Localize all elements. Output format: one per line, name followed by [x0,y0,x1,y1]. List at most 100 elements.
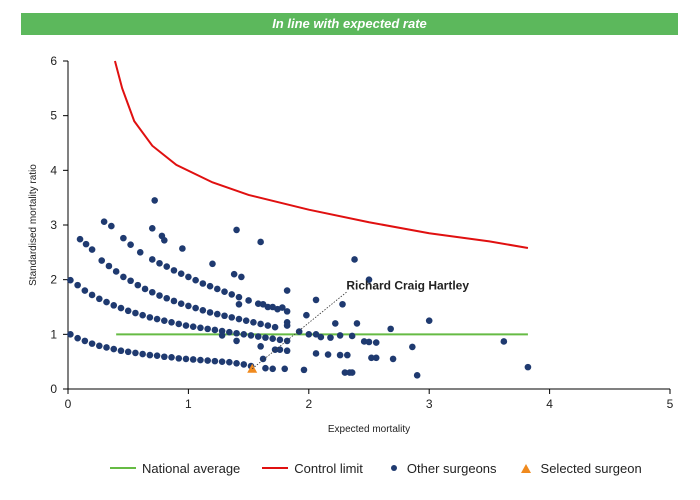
other-surgeon-point [365,276,373,283]
other-surgeon-point [168,319,175,326]
other-surgeon-point [226,328,233,336]
other-surgeon-point [127,241,134,248]
other-surgeon-point [257,320,264,328]
other-surgeon-point [228,291,236,298]
other-surgeon-point [389,355,397,363]
other-surgeon-point [124,307,132,315]
other-surgeon-point [235,293,243,301]
other-surgeon-point [132,309,139,317]
other-surgeon-point [324,351,332,358]
other-surgeon-point [192,304,199,312]
other-surgeon-point [139,350,146,358]
y-tick-label: 1 [50,327,57,341]
x-tick-label: 3 [426,397,433,411]
y-tick-label: 0 [50,382,57,396]
legend-control-limit-swatch [262,467,289,469]
other-surgeon-point [88,291,96,299]
other-surgeon-point [74,281,81,289]
other-surgeon-point [283,337,291,345]
other-surgeon-point [96,342,103,350]
other-surgeon-point [351,256,358,263]
other-surgeon-point [189,323,197,330]
other-surgeon-point [500,338,508,345]
other-surgeon-point [146,351,154,359]
other-surgeon-point [206,282,214,290]
other-surgeon-point [105,262,113,270]
other-surgeon-point [250,319,257,326]
other-surgeon-point [303,311,310,319]
other-surgeon-point [245,297,252,304]
other-surgeon-point [110,302,118,309]
other-surgeon-point [240,331,248,338]
other-surgeon-point [151,197,158,204]
other-surgeon-point [247,332,255,339]
other-surgeon-point [120,273,127,281]
other-surgeon-point [156,259,163,267]
other-surgeon-point [163,263,171,270]
other-surgeon-point [206,309,214,316]
x-axis-title: Expected mortality [328,424,410,435]
other-surgeon-point [353,320,361,327]
other-surgeon-point [213,285,221,293]
other-surgeon-point [161,317,168,324]
other-surgeon-point [81,287,89,294]
other-surgeon-point [211,357,219,365]
other-surgeon-point [257,343,264,350]
y-tick-label: 4 [50,163,57,177]
x-tick-label: 0 [65,397,72,411]
other-surgeon-point [233,329,240,337]
axes: 0 1 2 3 4 5 0 1 2 3 4 5 6 [50,54,673,411]
other-surgeon-point [254,300,262,308]
other-surgeon-point [103,298,110,306]
x-tick-label: 5 [667,397,674,411]
other-surgeon-point [197,356,204,364]
other-surgeon-point [327,334,334,341]
other-surgeon-point [161,353,168,361]
other-surgeon-point [262,364,269,372]
x-tick-label: 4 [546,397,553,411]
other-surgeon-point [182,322,190,329]
other-surgeon-point [226,358,233,366]
other-surgeon-point [199,280,207,287]
other-surgeon-point [259,355,267,363]
other-surgeon-point [96,295,103,303]
other-surgeon-point [233,226,240,234]
other-surgeon-point [163,294,171,302]
other-surgeon-point [67,331,74,338]
other-surgeon-point [76,235,84,243]
other-surgeon-point [199,306,207,314]
other-surgeon-point [110,345,118,353]
other-surgeon-point [209,260,216,268]
other-surgeon-point [312,331,320,338]
other-surgeon-point [100,218,108,226]
other-surgeon-point [348,369,356,376]
other-surgeon-point [185,273,192,281]
legend-national-average-label: National average [142,460,241,476]
other-surgeon-point [134,281,142,289]
other-surgeon-point [259,300,267,308]
legend-item-other-surgeons: Other surgeons [385,461,497,476]
other-surgeon-point [238,273,245,281]
other-surgeon-point [271,323,279,331]
other-surgeon-point [281,365,289,373]
other-surgeon-point [295,328,303,335]
series-layer [67,60,532,379]
legend-item-control-limit: Control limit [262,461,363,476]
other-surgeon-point [177,300,185,308]
other-surgeon-point [148,224,156,232]
other-surgeon-point [283,308,291,315]
other-surgeon-point [331,320,339,327]
other-surgeon-point [233,360,240,367]
other-surgeon-point [305,331,313,338]
y-tick-label: 6 [50,54,57,68]
other-surgeon-point [179,245,186,252]
other-surgeon-point [189,356,197,363]
other-surgeon-point [177,270,185,277]
other-surgeon-point [139,311,146,319]
other-surgeon-point [242,317,250,324]
legend-selected-surgeon-label: Selected surgeon [540,460,642,476]
other-surgeon-point [360,338,368,345]
other-surgeon-point [82,240,90,248]
y-tick-label: 2 [50,273,57,287]
other-surgeon-point [312,350,320,357]
